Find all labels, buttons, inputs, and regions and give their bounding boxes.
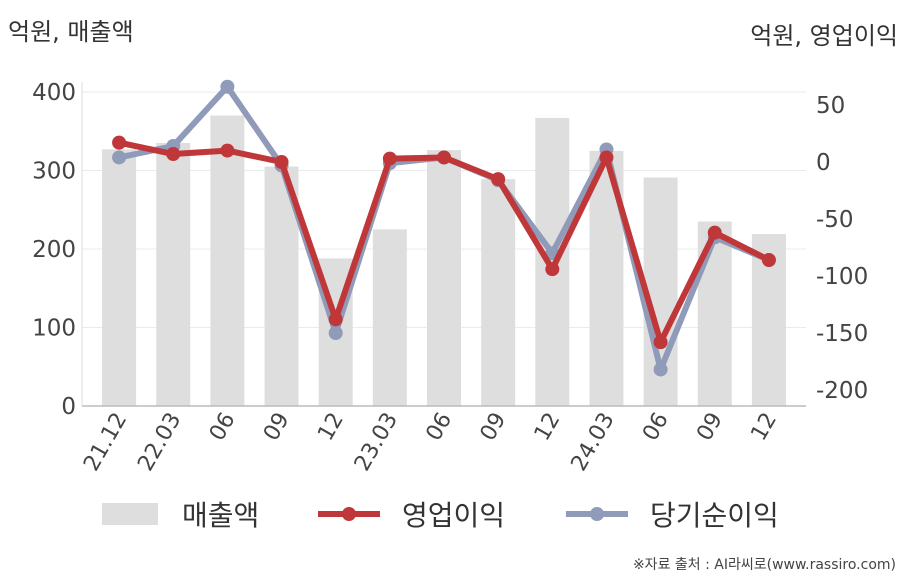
- line-series-group: [112, 79, 776, 377]
- x-tick-label: 12: [746, 409, 782, 446]
- point-operating-income: [599, 150, 614, 165]
- point-operating-income: [274, 155, 289, 169]
- left-tick-label: 200: [32, 237, 76, 263]
- point-operating-income: [220, 143, 235, 158]
- left-tick-label: 100: [32, 316, 76, 342]
- axes: [81, 82, 806, 407]
- x-tick-label: 06: [422, 409, 458, 446]
- right-tick-label: 50: [816, 93, 845, 119]
- point-operating-income: [166, 147, 181, 162]
- x-tick-label: 06: [205, 409, 241, 446]
- bar-series-revenue: [102, 115, 786, 407]
- point-operating-income: [382, 151, 397, 166]
- source-credit: ※자료 출처 : AI라씨로(www.rassiro.com): [632, 557, 896, 573]
- left-tick-label: 300: [32, 159, 76, 185]
- x-tick-label: 23.03: [350, 409, 403, 476]
- legend-label-operating-income: 영업이익: [402, 499, 505, 532]
- point-net-income: [328, 326, 343, 340]
- point-operating-income: [437, 150, 451, 165]
- point-operating-income: [545, 262, 560, 277]
- bar-revenue: [210, 115, 245, 407]
- x-tick-label: 06: [638, 409, 674, 446]
- bar-revenue: [535, 117, 570, 406]
- point-operating-income: [112, 135, 127, 150]
- right-tick-label: -50: [816, 207, 854, 233]
- point-net-income: [112, 150, 127, 165]
- left-tick-label: 0: [61, 394, 76, 420]
- legend-label-net-income: 당기순이익: [650, 499, 779, 532]
- x-tick-label: 12: [530, 409, 566, 446]
- right-tick-label: -150: [816, 321, 868, 347]
- bar-revenue: [102, 149, 137, 406]
- point-net-income: [653, 362, 668, 377]
- point-operating-income: [761, 253, 776, 268]
- left-tick-label: 400: [32, 80, 76, 106]
- point-operating-income: [491, 172, 506, 187]
- point-operating-income: [707, 225, 722, 240]
- x-tick-label: 09: [476, 408, 512, 445]
- right-tick-label: -100: [816, 264, 868, 290]
- bar-revenue: [481, 179, 516, 406]
- x-tick-label: 09: [692, 409, 728, 446]
- x-tick-label: 12: [313, 409, 349, 446]
- right-axis-unit-label: 억원, 영업이익: [750, 22, 898, 50]
- x-tick-label: 21.12: [79, 409, 132, 476]
- right-tick-label: 0: [816, 150, 831, 176]
- right-tick-label: -200: [816, 378, 868, 404]
- point-operating-income: [328, 312, 343, 327]
- bar-revenue: [156, 143, 191, 406]
- x-tick-label: 09: [259, 409, 295, 446]
- left-axis-unit-label: 억원, 매출액: [8, 18, 134, 46]
- legend-marker-operating-income: [342, 507, 356, 521]
- legend: 매출액 영업이익 당기순이익: [102, 499, 779, 532]
- x-tick-label: 22.03: [133, 409, 186, 476]
- x-tick-label: 24.03: [567, 409, 620, 476]
- bar-revenue: [697, 221, 732, 406]
- legend-swatch-revenue: [102, 503, 158, 525]
- legend-marker-net-income: [590, 507, 604, 521]
- bar-revenue: [427, 150, 461, 406]
- bar-revenue: [372, 229, 407, 406]
- point-operating-income: [653, 335, 668, 350]
- legend-label-revenue: 매출액: [182, 499, 259, 532]
- point-net-income: [220, 79, 235, 94]
